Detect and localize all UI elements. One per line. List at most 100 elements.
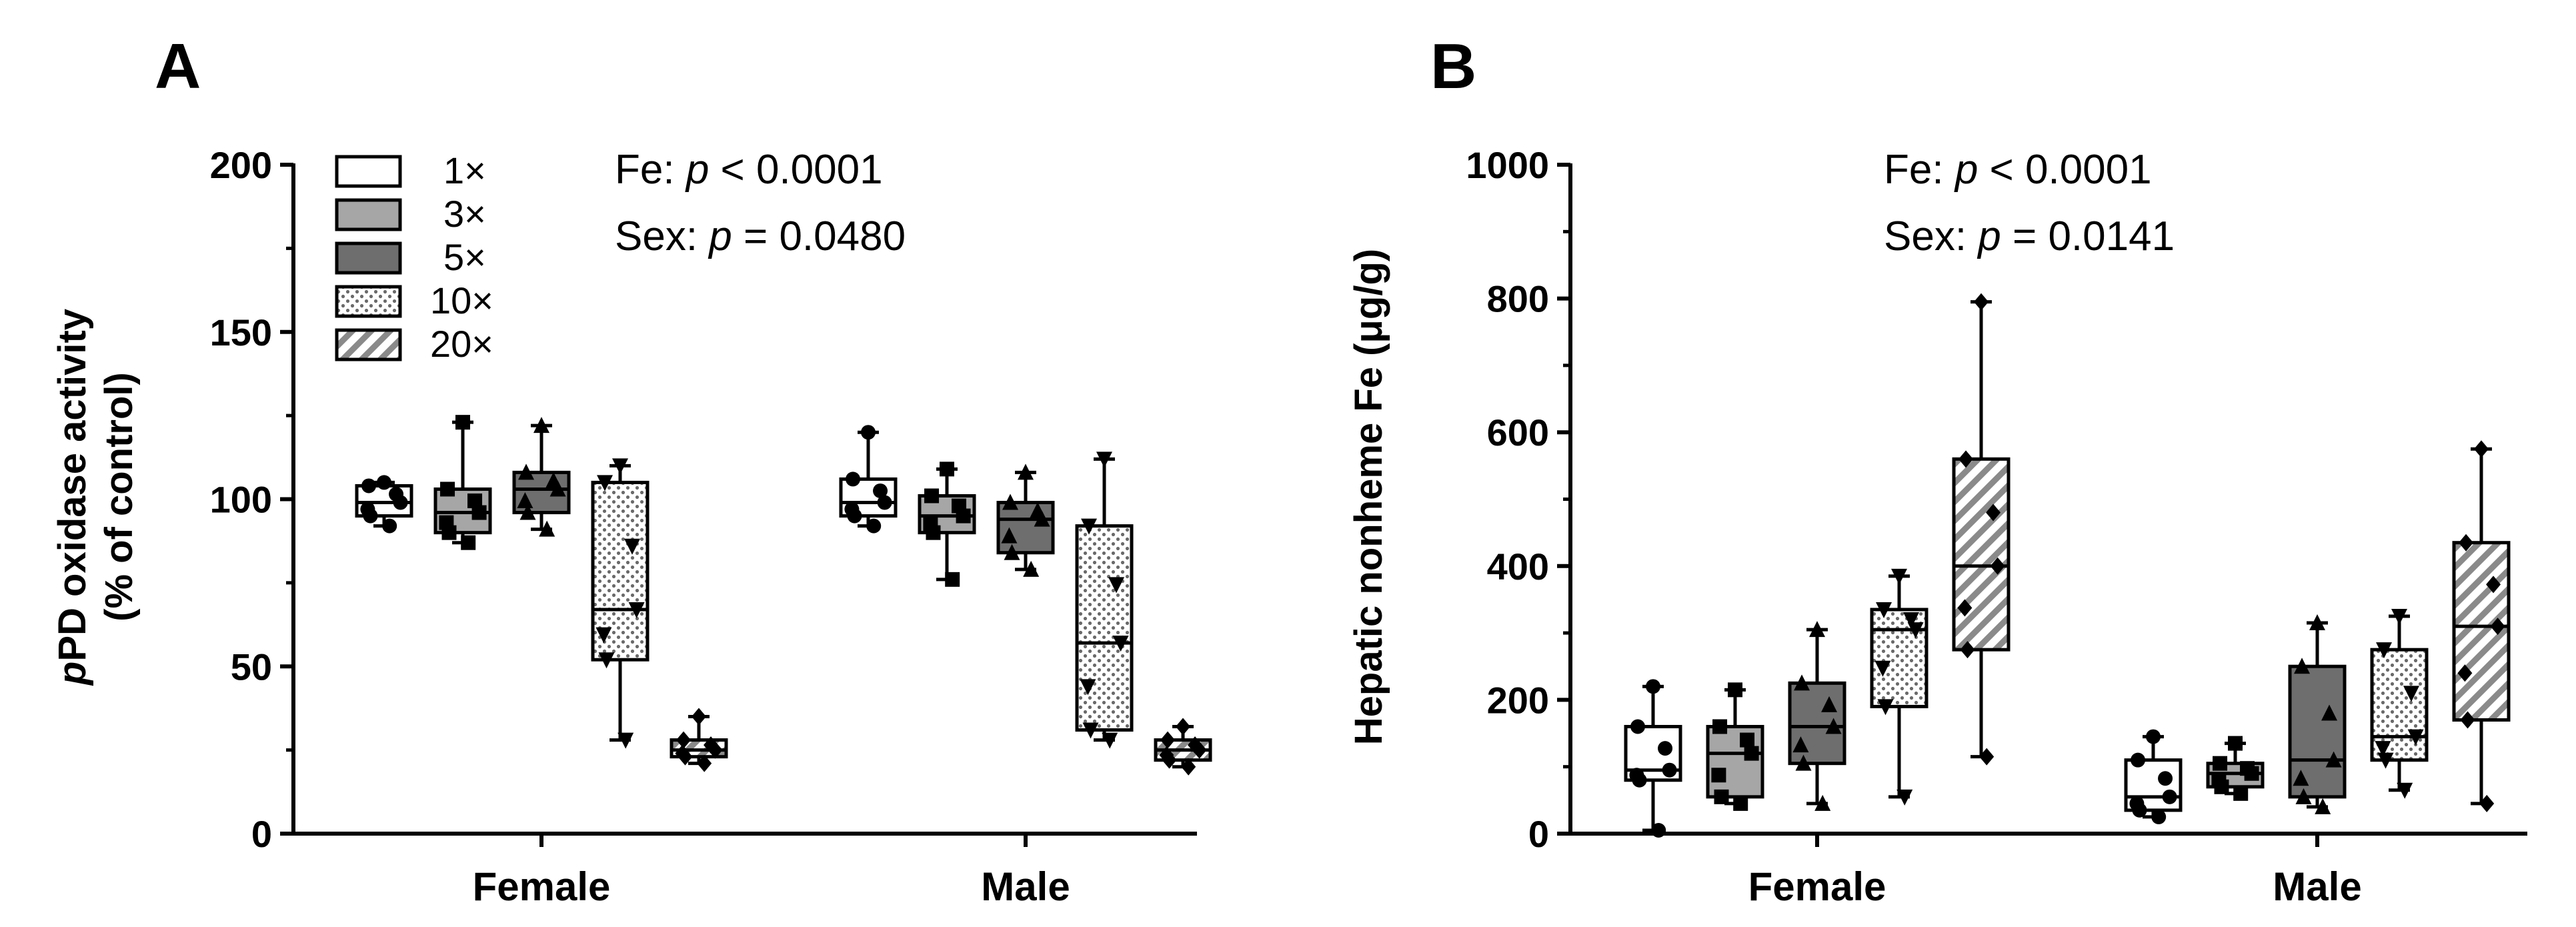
panel-a-stat-sex-p: p xyxy=(708,213,732,259)
data-point xyxy=(1001,527,1018,544)
data-point xyxy=(1740,732,1755,748)
data-point xyxy=(692,708,706,726)
panel-b-stat-fe: Fe: p < 0.0001 xyxy=(1884,147,2152,193)
data-point xyxy=(1712,719,1728,734)
data-point xyxy=(1176,718,1190,736)
panel-a-ylabel-rest: PD oxidase activity xyxy=(51,309,94,662)
panel-b-y-tick-label: 1000 xyxy=(1466,144,1549,186)
data-point xyxy=(1733,796,1748,811)
data-point xyxy=(455,415,470,430)
panel-b: B Hepatic nonheme Fe (μg/g) 0 200 400 600 80… xyxy=(1347,31,2527,909)
panel-a-box-male-5x xyxy=(996,464,1055,577)
legend-swatch-10x xyxy=(335,285,402,318)
panel-a-y-tick-label: 100 xyxy=(210,479,272,521)
panel-a-y-tick-label: 0 xyxy=(251,813,272,855)
data-point xyxy=(924,488,940,504)
data-point xyxy=(2457,664,2473,682)
data-point xyxy=(1877,699,1894,716)
legend-swatch-20x xyxy=(335,328,402,361)
panel-b-box-female-20x xyxy=(1952,293,2011,766)
panel-b-axes: 0 200 400 600 800 1000 Female Male xyxy=(1466,144,2527,909)
data-point xyxy=(1795,754,1812,771)
data-point xyxy=(389,486,404,502)
panel-a-ylabel-line2: (% of control) xyxy=(97,372,141,622)
data-point xyxy=(598,652,615,669)
box-iqr xyxy=(996,501,1055,555)
data-point xyxy=(1825,718,1842,734)
panel-b-label: B xyxy=(1430,31,1476,102)
data-point xyxy=(697,754,712,772)
data-point xyxy=(1629,768,1644,783)
data-point xyxy=(1002,494,1019,510)
data-point xyxy=(1979,748,1995,766)
panel-b-box-male-3x xyxy=(2206,736,2265,801)
data-point xyxy=(1646,679,1660,694)
data-point xyxy=(1809,621,1825,638)
panel-a-y-tick-label: 50 xyxy=(231,646,272,688)
panel-b-y-tick-label: 200 xyxy=(1487,679,1549,721)
panel-a-box-female-20x xyxy=(670,708,728,772)
data-point xyxy=(2325,751,2342,768)
data-point xyxy=(549,480,566,497)
data-point xyxy=(1714,789,1729,804)
data-point xyxy=(2321,704,2338,721)
panel-a-box-male-3x xyxy=(918,461,976,587)
panel-a-category-label-female: Female xyxy=(473,864,611,909)
data-point xyxy=(1018,464,1034,480)
data-point xyxy=(945,572,960,587)
data-point xyxy=(377,475,391,490)
panel-a-stat-sex-value: = 0.0480 xyxy=(732,213,906,259)
data-point xyxy=(1874,660,1891,677)
data-point xyxy=(1903,612,1920,629)
data-point xyxy=(1814,794,1831,811)
panel-a-box-male-10x xyxy=(1075,451,1134,749)
data-point xyxy=(2233,786,2249,801)
panel-a-box-male-1x xyxy=(839,425,898,534)
data-point xyxy=(2228,736,2243,751)
panel-b-y-tick-label: 800 xyxy=(1487,278,1549,320)
data-point xyxy=(2162,789,2177,804)
data-point xyxy=(1792,736,1809,753)
data-point xyxy=(844,502,860,517)
data-point xyxy=(439,515,454,530)
data-point xyxy=(1630,719,1646,734)
panel-a-stat-sex-prefix: Sex: xyxy=(615,213,709,259)
data-point xyxy=(675,744,690,762)
data-point xyxy=(1960,641,1975,659)
data-point xyxy=(1728,682,1742,698)
data-point xyxy=(595,627,612,644)
data-point xyxy=(2146,729,2161,744)
panel-b-ylabel: Hepatic nonheme Fe (μg/g) xyxy=(1347,249,1390,745)
legend-label-5x: 5× xyxy=(443,236,486,278)
panel-b-y-tick-label: 600 xyxy=(1487,411,1549,453)
data-point xyxy=(1990,557,2005,575)
data-point xyxy=(2131,752,2146,768)
panel-a-box-female-3x xyxy=(433,415,492,550)
data-point xyxy=(2377,752,2394,769)
data-point xyxy=(1744,746,1759,761)
data-point xyxy=(382,518,397,534)
data-point xyxy=(467,494,483,509)
data-point xyxy=(704,736,719,754)
data-point xyxy=(877,495,892,510)
panel-b-stat-fe-value: < 0.0001 xyxy=(1978,147,2151,193)
data-point xyxy=(2375,741,2391,758)
data-point xyxy=(2151,809,2167,824)
panel-b-stat-fe-prefix: Fe: xyxy=(1884,147,1955,193)
data-point xyxy=(1876,602,1892,618)
panel-b-box-female-1x xyxy=(1624,679,1682,838)
data-point xyxy=(940,461,954,477)
data-point xyxy=(440,482,455,497)
data-point xyxy=(1096,451,1112,468)
panel-b-stat-sex-value: = 0.0141 xyxy=(2001,213,2175,259)
panel-b-box-male-20x xyxy=(2452,440,2511,812)
data-point xyxy=(1159,746,1174,764)
data-point xyxy=(676,731,692,749)
panel-a-box-female-10x xyxy=(591,458,650,749)
legend-swatch-1x xyxy=(335,155,402,188)
data-point xyxy=(861,425,876,440)
panel-a: A pPD oxidase activity (% of control) 05… xyxy=(51,31,1212,909)
panel-b-stat-fe-p: p xyxy=(1954,147,1978,193)
data-point xyxy=(519,504,536,520)
